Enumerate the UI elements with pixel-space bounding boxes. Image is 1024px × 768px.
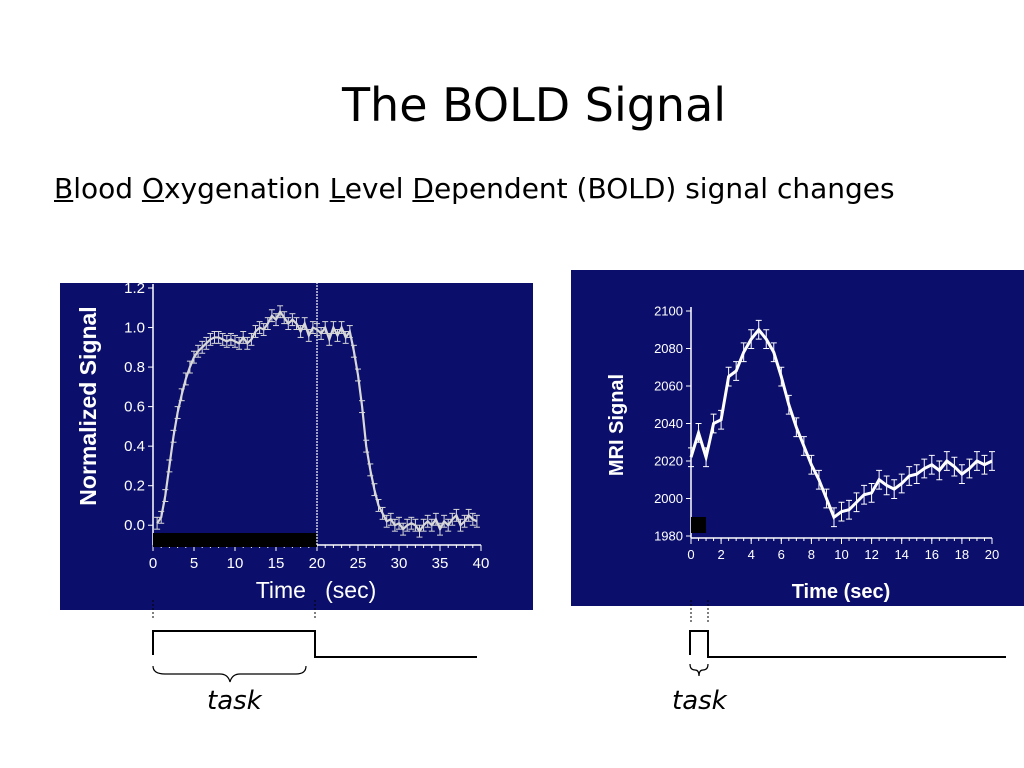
normalized-signal-chart: 0.0 0.2 0.4 0.6 0.8 1.0 1.2 0 5 10 15 20 25 30 35 40 Tim… [75,283,490,603]
y-tick-label: 2100 [654,303,683,318]
x-tick-label: 25 [350,555,367,572]
task-block-bar [153,533,317,547]
x-tick-label: 15 [268,555,285,572]
y-tick-label: 1980 [654,528,683,543]
right-task-label: task [672,686,727,716]
subtitle-word-level: evel [344,172,413,205]
subtitle-initial-o: O [141,172,164,205]
x-tick-label: 2 [717,547,724,562]
x-tick-label: 10 [227,555,244,572]
x-axis-label: Time (sec) [792,581,891,603]
subtitle-word-oxygenation: xygenation [163,172,330,205]
y-tick-label: 1.0 [124,320,145,337]
x-tick-label: 4 [748,547,755,562]
y-tick-label: 0.2 [124,478,145,495]
task-block-bar [691,517,707,533]
x-tick-label: 14 [894,547,908,562]
x-tick-label: 20 [985,547,999,562]
right-task-pulse [689,630,1006,658]
subtitle-initial-b: B [54,172,74,205]
mri-signal-chart: 1980 2000 2020 2040 2060 2080 2100 0 2 4 6 8 10 12 14 1… [606,303,999,603]
x-tick-label: 0 [687,547,694,562]
y-tick-label: 2020 [654,453,683,468]
x-tick-label: 18 [955,547,969,562]
slide-title: The BOLD Signal [341,78,727,132]
x-tick-label: 30 [391,555,408,572]
y-tick-label: 0.0 [124,517,145,534]
y-tick-label: 2000 [654,491,683,506]
x-tick-label: 6 [778,547,785,562]
y-axis-label: Normalized Signal [75,306,101,505]
y-tick-label: 2080 [654,341,683,356]
x-tick-label: 0 [149,555,157,572]
x-tick-label: 8 [808,547,815,562]
x-tick-label: 40 [473,555,490,572]
x-tick-label: 35 [432,555,449,572]
x-tick-label: 5 [190,555,198,572]
series-line [689,327,993,520]
subtitle-initial-l: L [329,172,345,205]
y-tick-label: 1.2 [124,283,145,297]
subtitle-word-blood: lood [73,172,142,205]
y-tick-label: 2060 [654,378,683,393]
subtitle-initial-d: D [412,172,434,205]
y-tick-label: 0.6 [124,399,145,416]
subtitle-word-dependent: ependent (BOLD) signal changes [433,172,895,205]
right-chart-panel: 1980 2000 2020 2040 2060 2080 2100 0 2 4 6 8 10 12 14 1… [571,270,1024,606]
left-chart-panel: 0.0 0.2 0.4 0.6 0.8 1.0 1.2 0 5 10 15 20 25 30 35 40 Tim… [60,283,533,610]
y-tick-label: 0.8 [124,359,145,376]
right-task-brace [689,663,709,677]
x-tick-label: 12 [864,547,878,562]
slide-subtitle: Blood Oxygenation Level Dependent (BOLD)… [54,172,895,205]
x-tick-label: 10 [834,547,848,562]
y-axis-label: MRI Signal [606,374,628,476]
x-axis-label: Time (sec) [256,577,377,603]
left-task-label: task [207,686,262,716]
left-task-brace [152,665,307,683]
x-tick-label: 20 [309,555,326,572]
y-tick-label: 0.4 [124,438,145,455]
left-task-pulse [152,630,477,658]
y-tick-label: 2040 [654,416,683,431]
x-tick-label: 16 [925,547,939,562]
